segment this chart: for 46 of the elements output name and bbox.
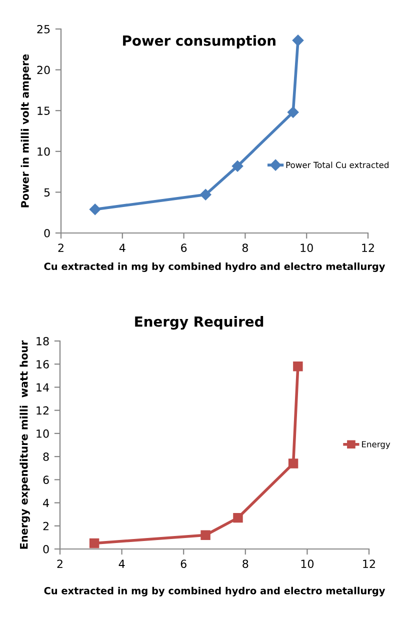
x-axis-title: Cu extracted in mg by combined hydro and electro metallurgy — [44, 262, 386, 272]
point — [233, 512, 243, 523]
x-tick-label: 12 — [362, 244, 374, 252]
point — [288, 458, 298, 468]
x-tick-label: 2 — [57, 560, 62, 568]
y-axis-title: Energy expenditure milli watt hour — [20, 340, 30, 549]
y-tick-label: 12 — [36, 406, 48, 415]
x-tick-label: 4 — [119, 244, 126, 252]
x-tick-label: 8 — [242, 560, 248, 568]
x-tick-label: 4 — [118, 560, 125, 568]
x-tick-label: 2 — [58, 244, 64, 252]
y-tick-label: 10 — [38, 147, 50, 156]
y-tick-label: 18 — [36, 336, 49, 346]
x-tick-label: 6 — [180, 560, 186, 568]
x-axis-title: Cu extracted in mg by combined hydro and electro metallurgy — [44, 586, 386, 596]
x-tick-label: 12 — [363, 560, 375, 568]
point — [292, 34, 304, 46]
point — [89, 538, 100, 548]
y-tick-label: 8 — [43, 452, 49, 461]
x-tick-label: 10 — [300, 244, 313, 252]
y-axis-title: Power in milli volt ampere — [20, 54, 31, 208]
y-tick-label: 0 — [43, 544, 49, 554]
x-tick-label: 8 — [242, 244, 248, 252]
x-tick-label: 10 — [301, 560, 314, 568]
x-tick-label: 6 — [181, 244, 187, 252]
point — [232, 160, 244, 172]
point — [287, 106, 299, 118]
point — [293, 362, 303, 372]
y-tick-label: 5 — [44, 188, 50, 197]
y-tick-label: 14 — [36, 383, 49, 392]
point — [200, 530, 210, 540]
y-tick-label: 0 — [44, 228, 50, 238]
y-tick-label: 20 — [37, 66, 50, 74]
y-tick-label: 6 — [43, 476, 49, 484]
y-tick-label: 2 — [43, 522, 48, 530]
chart-title: Energy Required — [135, 316, 264, 330]
legend-label: Energy — [362, 441, 390, 450]
point — [89, 204, 101, 215]
point — [200, 189, 212, 200]
legend-label: Power Total Cu extracted — [286, 162, 388, 168]
y-tick-label: 15 — [38, 106, 50, 115]
y-tick-label: 10 — [36, 429, 49, 438]
y-tick-label: 16 — [36, 360, 49, 368]
y-tick-label: 4 — [43, 498, 49, 507]
chart-title: Power consumption — [123, 35, 276, 49]
y-tick-label: 25 — [37, 24, 50, 34]
